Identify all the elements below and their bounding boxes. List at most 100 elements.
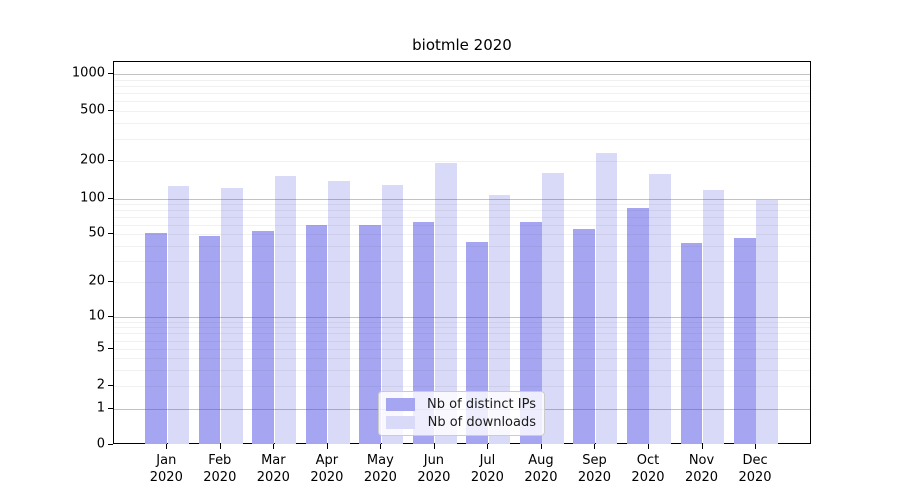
gridline-minor [114, 79, 810, 81]
y-axis-tick [108, 408, 113, 409]
x-axis-tick-label: Mar 2020 [256, 453, 290, 485]
x-axis-tick-label: Sep 2020 [577, 453, 611, 485]
gridline-minor [114, 217, 810, 218]
x-axis-tick-label: Dec 2020 [738, 453, 772, 485]
plot-area [113, 61, 811, 444]
x-axis-tick-label: Aug 2020 [524, 453, 558, 485]
x-axis-tick-label: May 2020 [363, 453, 397, 485]
gridline-minor [114, 369, 810, 371]
x-axis-tick-label: Feb 2020 [203, 453, 237, 485]
x-axis-tick [755, 444, 757, 449]
y-axis-tick [108, 444, 113, 445]
gridline-major [114, 317, 810, 318]
y-axis-tick [108, 316, 113, 317]
y-axis-tick [108, 233, 113, 234]
bar-downloads [756, 199, 778, 444]
x-axis-tick [219, 444, 221, 449]
y-axis-tick-label: 500 [80, 102, 105, 118]
bar-downloads [328, 181, 350, 444]
y-axis-tick-label: 1000 [71, 65, 105, 81]
bar-downloads [167, 186, 190, 444]
bar-distinct-ips [734, 238, 756, 444]
bar-downloads [221, 187, 243, 444]
gridline-minor [114, 111, 810, 112]
distinct-ips-swatch-icon [386, 398, 415, 412]
x-axis-tick [594, 444, 596, 449]
gridline-minor [114, 123, 810, 125]
bar-distinct-ips [573, 229, 596, 444]
legend-label-downloads: Nb of downloads [427, 414, 536, 430]
bar-distinct-ips [519, 221, 542, 444]
gridline-minor [114, 282, 810, 283]
y-axis-tick-label: 200 [80, 152, 105, 168]
gridline-minor [114, 260, 810, 262]
y-axis-tick [108, 73, 113, 74]
y-axis-tick-label: 10 [88, 308, 105, 324]
gridline-minor [114, 93, 810, 95]
y-axis-tick-label: 2 [96, 377, 105, 393]
bar-downloads [274, 176, 297, 444]
legend-label-distinct-ips: Nb of distinct IPs [427, 397, 536, 413]
bar-distinct-ips [198, 236, 221, 444]
y-axis-tick-label: 1 [96, 400, 105, 416]
x-axis-tick [647, 444, 649, 449]
y-axis-tick-label: 5 [96, 340, 105, 356]
bar-distinct-ips [252, 231, 274, 444]
gridline-minor [114, 333, 810, 335]
y-axis-tick [108, 198, 113, 199]
gridline-minor [114, 340, 810, 342]
x-axis-tick [380, 444, 382, 449]
bar-distinct-ips [680, 243, 703, 444]
bar-downloads [595, 152, 618, 444]
gridline-minor [114, 327, 810, 329]
x-axis-tick [540, 444, 542, 449]
gridline-major [114, 199, 810, 200]
bar-downloads [488, 195, 511, 444]
x-axis-tick [166, 444, 168, 449]
x-axis-tick-label: Oct 2020 [631, 453, 665, 485]
bar-distinct-ips [145, 233, 167, 444]
bar-distinct-ips [359, 224, 381, 444]
x-axis-tick-label: Jul 2020 [470, 453, 504, 485]
gridline-minor [114, 349, 810, 350]
chart-title: biotmle 2020 [412, 36, 512, 54]
y-axis-tick [108, 110, 113, 111]
y-axis-tick [108, 160, 113, 161]
gridline-minor [114, 386, 810, 387]
x-axis-tick-label: Nov 2020 [684, 453, 719, 485]
y-axis-tick-label: 20 [88, 273, 105, 289]
bar-distinct-ips [412, 221, 435, 444]
x-axis-tick [433, 444, 435, 449]
bar-downloads [381, 184, 404, 444]
y-axis-tick-label: 50 [88, 225, 105, 241]
gridline-minor [114, 358, 810, 359]
gridline-major [114, 74, 810, 75]
bar-distinct-ips [626, 208, 649, 444]
bar-downloads [435, 162, 457, 444]
gridline-minor [114, 85, 810, 87]
gridline-minor [114, 204, 810, 206]
gridline-minor [114, 161, 810, 162]
gridline-minor [114, 234, 810, 235]
x-axis-tick-label: Jun 2020 [417, 453, 451, 485]
x-axis-tick [273, 444, 275, 449]
bar-downloads [649, 174, 671, 444]
gridline-minor [114, 101, 810, 103]
y-axis-tick [108, 385, 113, 386]
y-axis-tick [108, 281, 113, 282]
legend-item-downloads: Nb of downloads [386, 414, 536, 431]
y-axis-tick-label: 100 [80, 190, 105, 206]
x-axis-tick [487, 444, 489, 449]
x-axis-tick [326, 444, 328, 449]
y-axis-tick [108, 348, 113, 349]
downloads-swatch-icon [386, 415, 415, 429]
y-axis-tick-label: 0 [96, 436, 105, 452]
bar-downloads [542, 173, 564, 444]
gridline-minor [114, 138, 810, 140]
bar-distinct-ips [305, 224, 328, 444]
x-axis-tick-label: Jan 2020 [149, 453, 183, 485]
legend-item-distinct-ips: Nb of distinct IPs [386, 396, 536, 413]
gridline-minor [114, 321, 810, 323]
gridline-minor [114, 224, 810, 226]
